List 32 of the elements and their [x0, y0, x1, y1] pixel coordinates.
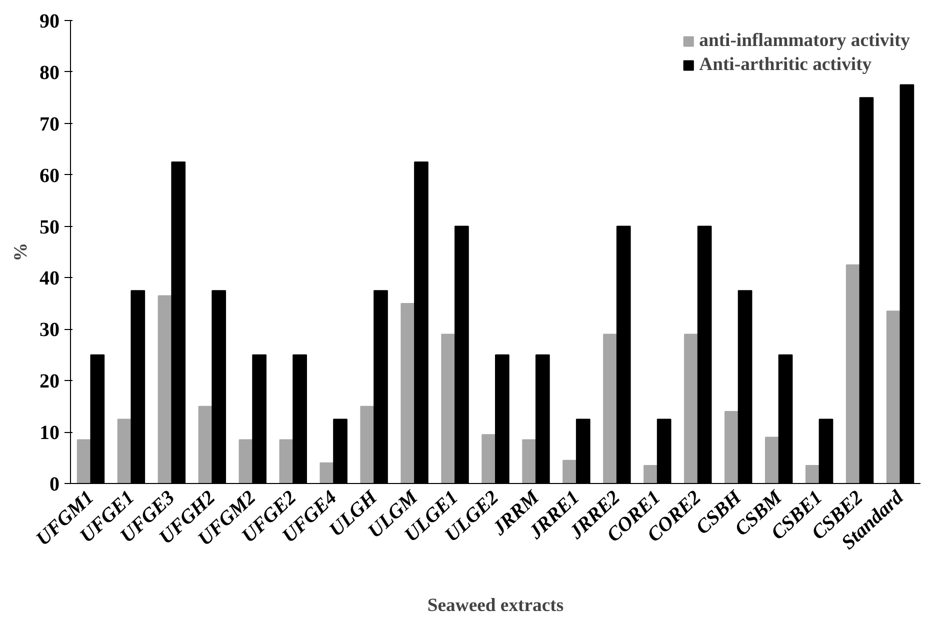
y-tick-label: 40 [40, 268, 60, 290]
bar [400, 302, 416, 484]
legend-label: anti-inflammatory activity [699, 30, 910, 52]
y-axis-title: % [10, 242, 32, 262]
bar [562, 460, 577, 484]
bar [441, 334, 456, 484]
bar [724, 410, 739, 484]
bar [522, 439, 536, 484]
bar [846, 264, 860, 484]
bar [117, 418, 132, 484]
y-tick-label: 10 [40, 422, 60, 444]
y-tick-label: 50 [40, 216, 60, 238]
x-axis-title: Seaweed extracts [427, 595, 564, 616]
y-tick-label: 70 [40, 113, 60, 136]
legend-label: Anti-arthritic activity [699, 54, 872, 76]
y-tick-label: 90 [40, 10, 60, 32]
bar [482, 434, 496, 484]
y-tick-label: 80 [40, 62, 60, 84]
y-tick-label: 60 [40, 164, 60, 187]
bar [684, 334, 698, 484]
y-tick-label: 30 [40, 319, 60, 342]
bar [158, 295, 172, 484]
bar [764, 436, 780, 484]
bar [320, 462, 334, 484]
y-tick-label: 20 [40, 370, 60, 393]
bar [198, 406, 213, 484]
bar [603, 334, 618, 484]
bar [886, 310, 901, 484]
y-tick-label: 0 [50, 474, 60, 496]
bar [805, 464, 820, 484]
bar [644, 464, 658, 484]
bar [360, 406, 375, 484]
